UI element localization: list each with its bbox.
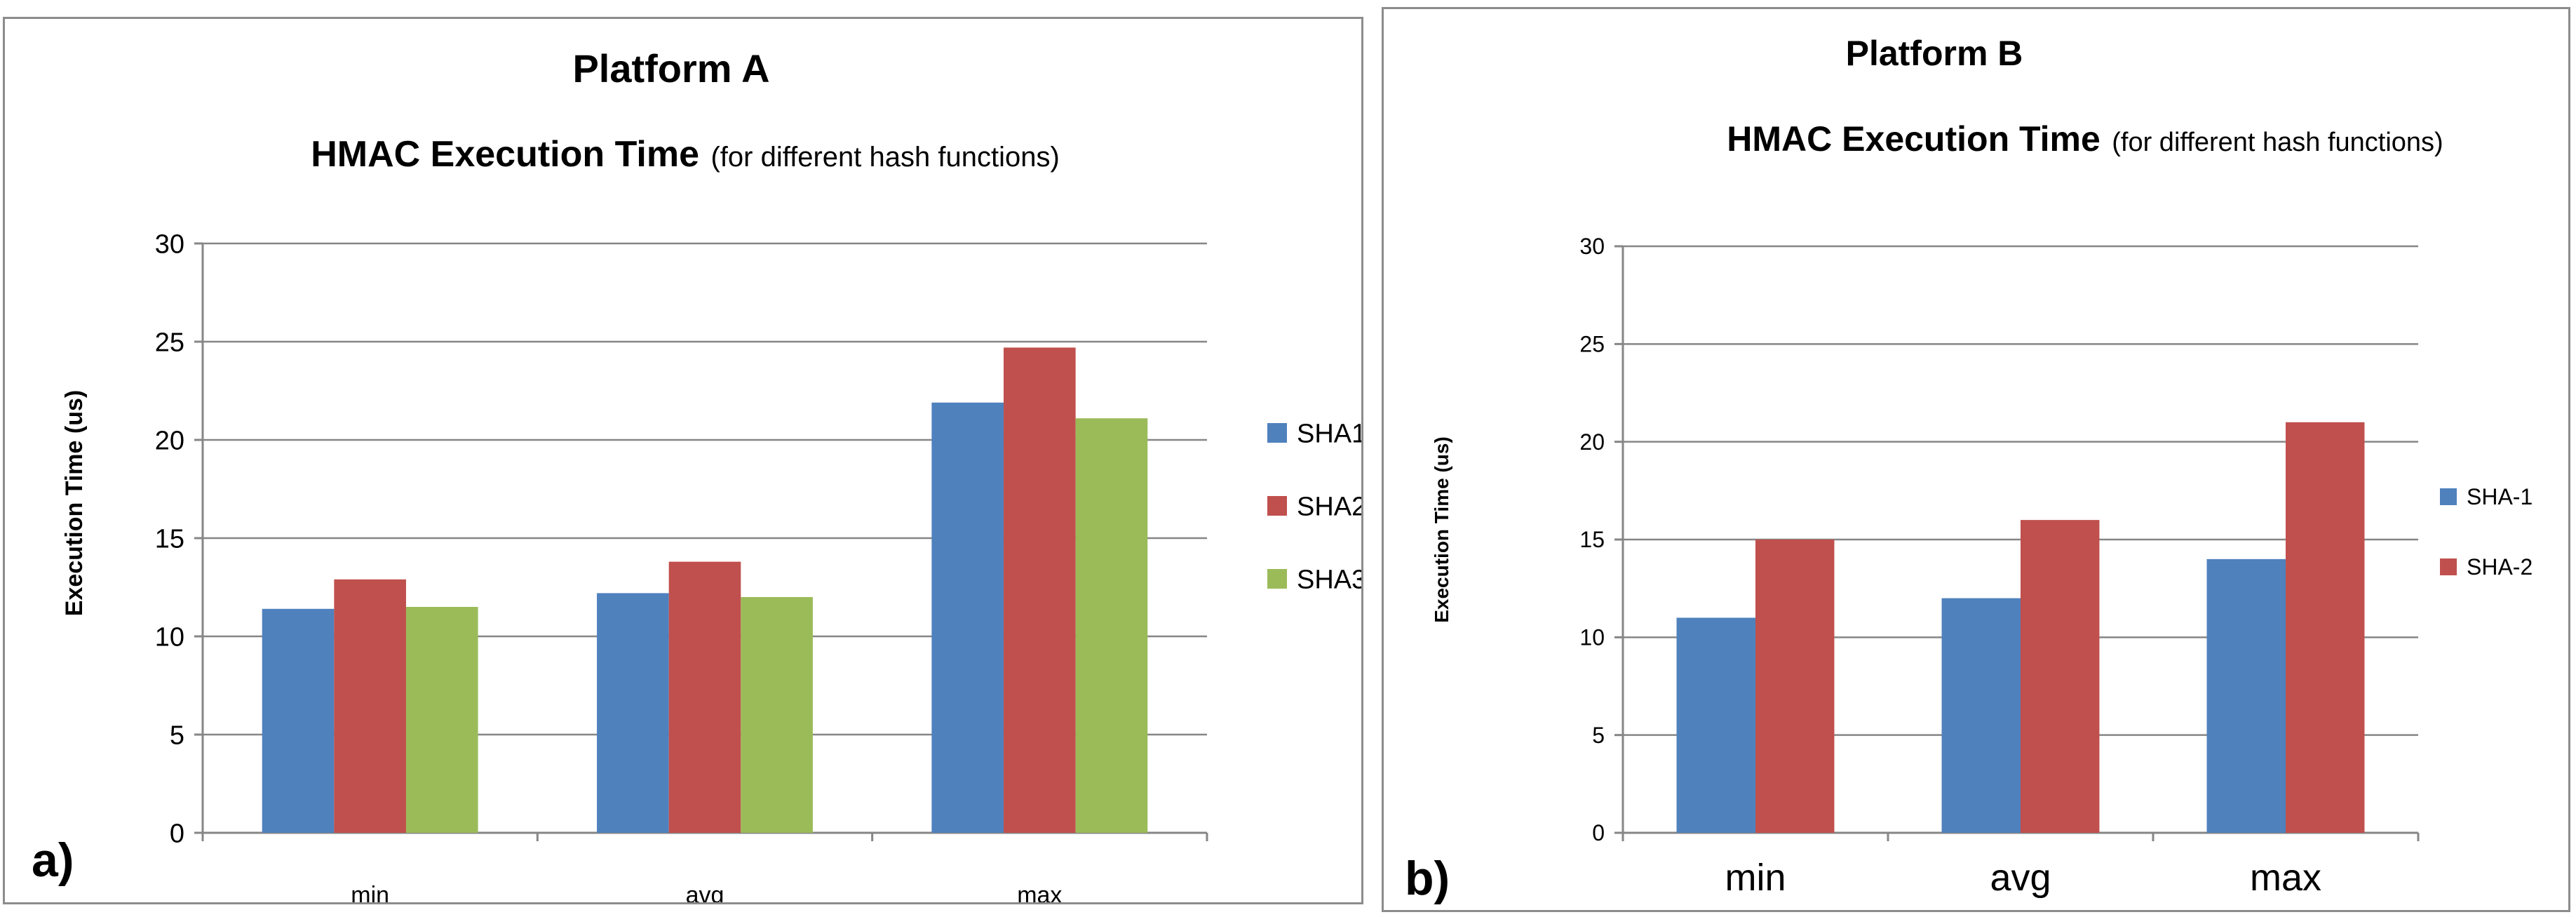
chart-a-legend-label: SHA2 [1297,492,1361,521]
chart-b-panel-label: b) [1405,852,1450,905]
chart-b-ytick-label: 30 [1579,234,1605,259]
chart-a-legend-swatch [1267,423,1287,443]
chart-b-title: Platform B [1846,34,2023,73]
chart-b-bar-sha-1-avg [1941,598,2021,833]
chart-b-subtitle-bold: HMAC Execution Time [1727,119,2100,159]
chart-a-legend-swatch [1267,496,1287,516]
chart-b-legend-swatch [2440,488,2457,505]
chart-b-bar-sha-1-max [2206,558,2286,833]
chart-a-bar-sha3-avg [741,597,813,833]
chart-a-category-label: min [351,882,389,902]
chart-b-ylabel: Execution Time (us) [1431,436,1452,623]
chart-b-bar-sha-2-max [2286,422,2365,833]
chart-b-category-label: min [1725,857,1786,899]
chart-a-title: Platform A [572,46,769,91]
chart-a-legend-label: SHA3 [1297,565,1361,594]
chart-b-ytick-label: 25 [1579,332,1605,357]
chart-b-svg: Platform B HMAC Execution Time (for diff… [1405,34,2533,905]
chart-a-svg: Platform A HMAC Execution Time (for diff… [32,46,1361,902]
chart-a-category-label: avg [686,882,724,902]
chart-a-ytick-label: 25 [155,328,184,357]
chart-a-category-label: max [1017,882,1062,902]
chart-b-bar-sha-2-min [1755,540,1835,833]
chart-a-bar-sha2-max [1004,347,1076,833]
chart-b-legend-label: SHA-1 [2467,484,2533,509]
chart-b-legend: SHA-1 SHA-2 [2440,484,2533,580]
chart-b-subtitle-note: (for different hash functions) [2112,128,2443,157]
chart-a-legend-swatch [1267,569,1287,589]
chart-a-ytick-label: 10 [155,622,184,652]
chart-a-ytick-label: 20 [155,426,184,455]
chart-panel-b: Platform B HMAC Execution Time (for diff… [1382,7,2570,912]
chart-panel-a: Platform A HMAC Execution Time (for diff… [3,17,1363,904]
chart-a-subtitle-note: (for different hash functions) [710,142,1059,173]
chart-a-ytick-label: 30 [155,229,184,259]
chart-a-subtitle-bold: HMAC Execution Time [311,134,699,175]
chart-a-bar-sha1-max [931,402,1004,833]
chart-a-bar-sha1-avg [597,593,669,833]
chart-a-legend: SHA1 SHA2 SHA3 [1267,419,1361,594]
chart-a-panel-label: a) [32,834,74,887]
chart-a-plot: 0 5 10 15 20 25 30 min avg max [155,229,1208,902]
chart-a-bar-sha2-min [334,579,406,833]
chart-a-ytick-label: 5 [170,721,184,750]
chart-b-ytick-label: 15 [1579,527,1605,552]
chart-a-bar-sha3-max [1075,418,1148,833]
chart-a-bar-sha3-min [405,607,478,833]
chart-b-category-label: max [2250,857,2321,899]
chart-b-ytick-label: 0 [1592,820,1605,845]
chart-b-plot: 0 5 10 15 20 25 30 min avg max [1579,234,2420,899]
chart-b-bar-sha-1-min [1676,617,1755,833]
chart-b-category-label: avg [1990,857,2051,899]
chart-b-legend-swatch [2440,558,2457,575]
chart-b-bar-sha-2-avg [2021,520,2100,833]
chart-b-ytick-label: 20 [1579,429,1605,455]
chart-b-legend-label: SHA-2 [2467,554,2533,580]
chart-a-bar-sha2-avg [668,561,741,833]
chart-b-ytick-label: 10 [1579,625,1605,650]
chart-a-ytick-label: 15 [155,524,184,554]
chart-a-subtitle: HMAC Execution Time (for different hash … [311,134,1060,175]
chart-a-ylabel: Execution Time (us) [61,390,88,616]
chart-a-legend-label: SHA1 [1297,419,1361,448]
chart-b-subtitle: HMAC Execution Time (for different hash … [1727,119,2443,159]
chart-b-ytick-label: 5 [1592,723,1605,748]
chart-a-ytick-label: 0 [170,819,184,848]
chart-a-bar-sha1-min [262,608,335,833]
